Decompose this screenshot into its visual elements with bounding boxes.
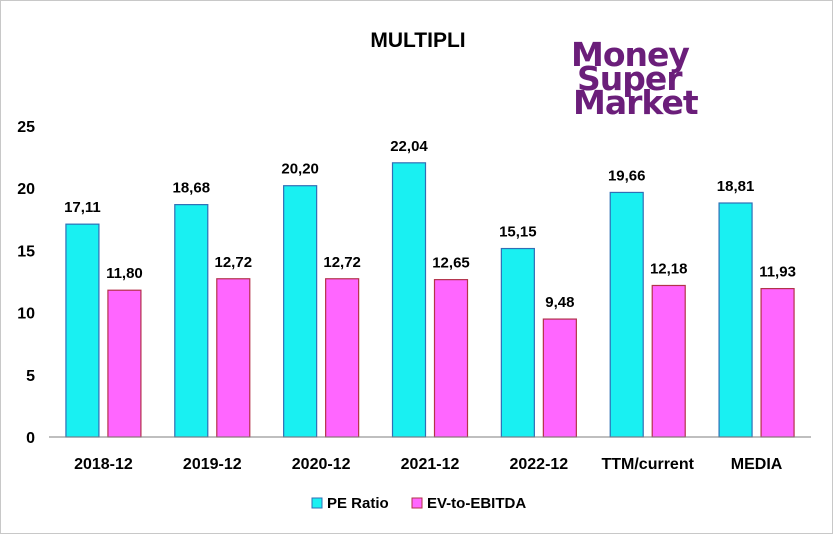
y-tick-label: 25 — [17, 119, 35, 136]
data-label: 18,81 — [717, 178, 755, 195]
y-axis: 0 5 10 15 20 25 — [17, 119, 35, 447]
bar-pe-ratio — [391, 162, 427, 438]
data-label: 20,20 — [281, 161, 319, 178]
logo-line-1: Money — [571, 35, 689, 74]
bar-ev-to-ebitda — [107, 289, 142, 438]
bar-ev-to-ebitda — [325, 278, 360, 438]
data-label: 9,48 — [545, 294, 574, 311]
x-axis: 2018-12 2019-12 2020-12 2021-12 2022-12 TTM/c… — [49, 436, 811, 473]
data-label: 11,80 — [106, 265, 143, 282]
legend-swatch-ev-to-ebitda — [411, 497, 423, 509]
x-tick-label: 2021-12 — [401, 456, 460, 473]
logo-line-2: Super — [577, 59, 683, 98]
x-tick-label: 2022-12 — [509, 456, 568, 473]
legend-swatch-pe-ratio — [311, 497, 323, 509]
x-tick-label: 2019-12 — [183, 456, 242, 473]
bar-ev-to-ebitda — [433, 279, 469, 438]
legend-label-ev-to-ebitda: EV-to-EBITDA — [427, 495, 526, 512]
data-label: 12,72 — [323, 254, 361, 271]
y-tick-label: 0 — [26, 430, 35, 447]
logo-line-3: Market — [573, 83, 699, 122]
data-label: 17,11 — [64, 199, 101, 216]
data-label: 12,18 — [650, 260, 688, 277]
bars: 17,11 11,80 18,68 12,72 20,20 12,72 22,04 12,65… — [64, 138, 796, 438]
y-tick-label: 10 — [17, 306, 35, 323]
bar-pe-ratio — [283, 185, 318, 438]
x-tick-label: 2018-12 — [74, 456, 133, 473]
data-label: 19,66 — [608, 167, 646, 184]
bar-ev-to-ebitda — [542, 318, 577, 438]
legend-label-pe-ratio: PE Ratio — [327, 495, 389, 512]
bar-ev-to-ebitda — [760, 287, 795, 438]
logo: Money Super Market — [571, 35, 700, 122]
data-label: 18,68 — [173, 180, 211, 197]
x-tick-label: 2020-12 — [292, 456, 351, 473]
data-label: 22,04 — [390, 138, 428, 155]
x-tick-label: MEDIA — [731, 456, 783, 473]
legend: PE Ratio EV-to-EBITDA — [311, 495, 526, 512]
bar-pe-ratio — [65, 223, 100, 438]
data-label: 12,65 — [432, 255, 470, 272]
y-tick-label: 5 — [26, 368, 35, 385]
bar-ev-to-ebitda — [216, 278, 251, 438]
y-tick-label: 20 — [17, 181, 35, 198]
bar-pe-ratio — [174, 204, 209, 438]
bar-pe-ratio — [500, 247, 535, 438]
chart-title: MULTIPLI — [370, 29, 465, 52]
bar-ev-to-ebitda — [651, 284, 686, 438]
data-label: 11,93 — [759, 264, 796, 281]
bar-pe-ratio — [609, 191, 644, 438]
x-tick-label: TTM/current — [601, 456, 694, 473]
data-label: 12,72 — [215, 254, 253, 271]
y-tick-label: 15 — [17, 243, 35, 260]
data-label: 15,15 — [499, 224, 537, 241]
bar-pe-ratio — [718, 202, 753, 438]
